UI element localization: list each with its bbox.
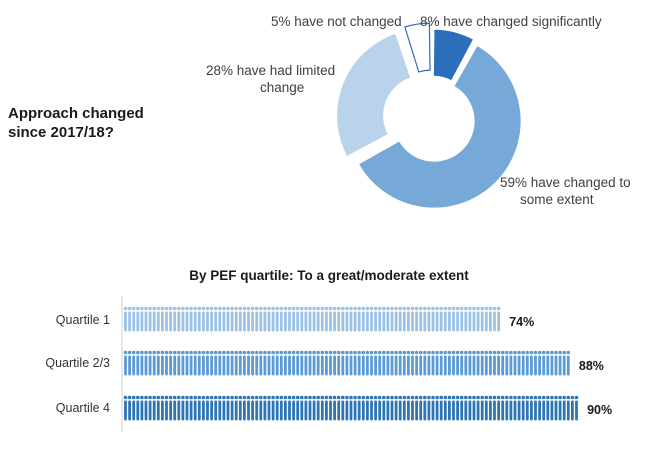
slice-some-extent bbox=[357, 44, 522, 209]
slice-significant bbox=[432, 28, 475, 82]
question-title: Approach changed since 2017/18? bbox=[8, 104, 144, 142]
question-line-2: since 2017/18? bbox=[8, 124, 114, 141]
bar-q23 bbox=[123, 350, 571, 376]
slice-label-not-changed: 5% have not changed bbox=[271, 14, 402, 29]
value-label-q4: 90% bbox=[587, 403, 613, 417]
category-label-q4: Quartile 4 bbox=[55, 401, 110, 415]
bar-q4 bbox=[123, 395, 579, 421]
slice-label-some-extent: 59% have changed to some extent bbox=[500, 175, 631, 207]
question-line-1: Approach changed bbox=[8, 105, 144, 122]
value-label-q1: 74% bbox=[509, 315, 535, 329]
bar-chart-title: By PEF quartile: To a great/moderate ext… bbox=[189, 268, 469, 283]
donut-chart bbox=[336, 22, 522, 209]
slice-label-limited: 28% have had limited change bbox=[206, 63, 336, 95]
category-label-q23: Quartile 2/3 bbox=[45, 356, 110, 370]
slice-limited bbox=[336, 32, 412, 158]
slice-label-significant: 8% have changed significantly bbox=[420, 14, 602, 29]
value-label-q23: 88% bbox=[578, 359, 604, 373]
bar-q1 bbox=[123, 306, 501, 332]
slice-not-changed bbox=[404, 22, 431, 73]
category-label-q1: Quartile 1 bbox=[55, 313, 110, 327]
